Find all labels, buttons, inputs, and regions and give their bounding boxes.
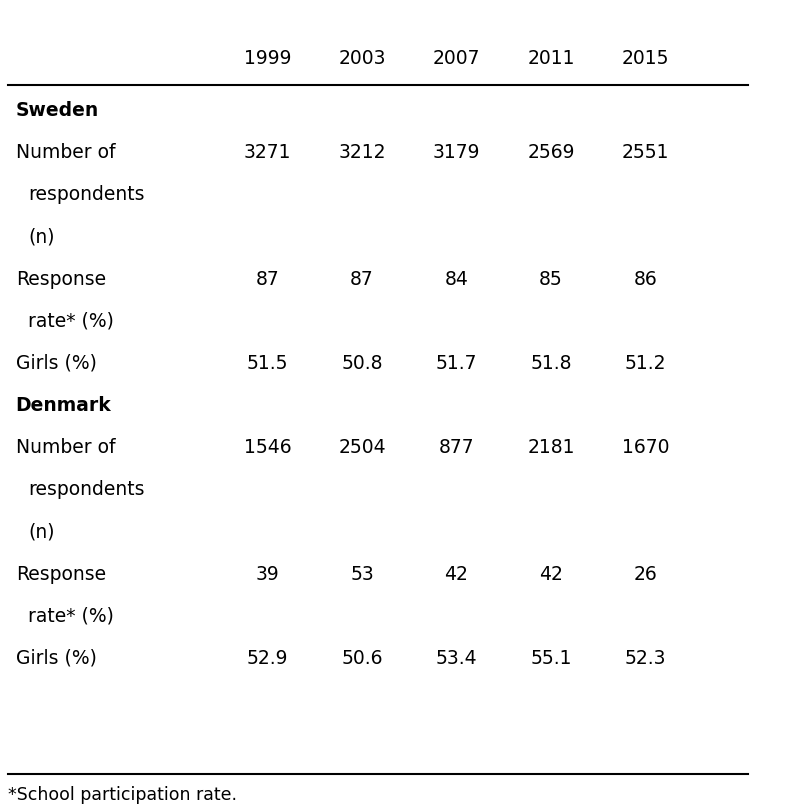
Text: Number of: Number of [16, 143, 115, 162]
Text: *School participation rate.: *School participation rate. [8, 786, 237, 804]
Text: Number of: Number of [16, 438, 115, 457]
Text: 1670: 1670 [622, 438, 669, 457]
Text: 51.5: 51.5 [247, 354, 288, 373]
Text: rate* (%): rate* (%) [28, 312, 114, 330]
Text: 87: 87 [350, 270, 374, 288]
Text: 1999: 1999 [244, 49, 291, 67]
Text: 50.6: 50.6 [342, 649, 382, 667]
Text: Girls (%): Girls (%) [16, 354, 97, 373]
Text: 877: 877 [438, 438, 475, 457]
Text: 3179: 3179 [433, 143, 480, 162]
Text: 42: 42 [539, 565, 563, 583]
Text: 53.4: 53.4 [436, 649, 477, 667]
Text: 2181: 2181 [527, 438, 575, 457]
Text: 42: 42 [445, 565, 468, 583]
Text: rate* (%): rate* (%) [28, 607, 114, 625]
Text: 3212: 3212 [338, 143, 386, 162]
Text: 52.3: 52.3 [625, 649, 666, 667]
Text: Response: Response [16, 565, 106, 583]
Text: 3271: 3271 [244, 143, 291, 162]
Text: 52.9: 52.9 [247, 649, 288, 667]
Text: respondents: respondents [28, 185, 145, 204]
Text: Girls (%): Girls (%) [16, 649, 97, 667]
Text: 2569: 2569 [527, 143, 575, 162]
Text: 2504: 2504 [338, 438, 386, 457]
Text: 1546: 1546 [244, 438, 291, 457]
Text: 53: 53 [350, 565, 374, 583]
Text: (n): (n) [28, 228, 55, 246]
Text: 26: 26 [634, 565, 657, 583]
Text: (n): (n) [28, 522, 55, 541]
Text: Sweden: Sweden [16, 101, 99, 120]
Text: 2011: 2011 [527, 49, 575, 67]
Text: Response: Response [16, 270, 106, 288]
Text: 2007: 2007 [433, 49, 480, 67]
Text: 51.8: 51.8 [530, 354, 571, 373]
Text: 87: 87 [256, 270, 279, 288]
Text: 2551: 2551 [622, 143, 669, 162]
Text: 2003: 2003 [338, 49, 386, 67]
Text: 39: 39 [256, 565, 279, 583]
Text: 85: 85 [539, 270, 563, 288]
Text: 50.8: 50.8 [342, 354, 382, 373]
Text: 2015: 2015 [622, 49, 669, 67]
Text: 55.1: 55.1 [530, 649, 571, 667]
Text: respondents: respondents [28, 480, 145, 499]
Text: Denmark: Denmark [16, 396, 112, 415]
Text: 51.7: 51.7 [436, 354, 477, 373]
Text: 84: 84 [445, 270, 468, 288]
Text: 86: 86 [634, 270, 657, 288]
Text: 51.2: 51.2 [625, 354, 666, 373]
